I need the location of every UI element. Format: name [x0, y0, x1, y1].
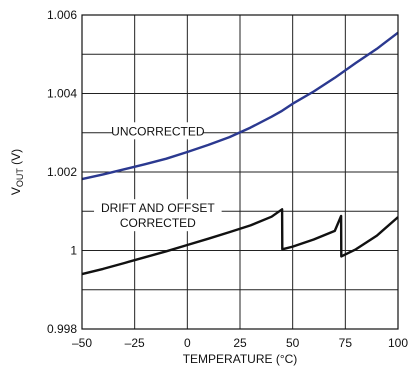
y-axis-label: VOUT (V) [9, 149, 25, 195]
series-annotation-corrected: CORRECTED [120, 216, 196, 230]
series-line-corrected [81, 208, 399, 276]
x-tick-label: 25 [233, 336, 247, 350]
x-tick-label: –50 [72, 336, 92, 350]
x-tick-labels: –50 –25 0 25 50 75 100 [72, 336, 408, 350]
x-tick-label: 50 [286, 336, 300, 350]
series-annotation-corrected: DRIFT AND OFFSET [101, 201, 215, 215]
y-tick-label: 1.006 [47, 8, 77, 22]
x-axis-label: TEMPERATURE (°C) [183, 352, 298, 366]
grid-lines [82, 15, 398, 329]
y-axis-label-main: V [9, 187, 23, 195]
x-tick-label: 0 [184, 336, 191, 350]
x-tick-label: 75 [339, 336, 353, 350]
plot-frame [81, 14, 399, 330]
y-tick-labels: 0.998 1 1.002 1.004 1.006 [47, 8, 77, 336]
y-tick-label: 1.002 [47, 165, 77, 179]
x-tick-label: –25 [125, 336, 145, 350]
annotation-background [94, 199, 222, 232]
y-axis-label-subscript: OUT [15, 168, 25, 188]
y-tick-label: 1.004 [47, 87, 77, 101]
series-line-uncorrected [81, 31, 399, 181]
series-lines [81, 31, 399, 276]
y-tick-label: 1 [70, 244, 77, 258]
y-axis-label-unit: (V) [9, 149, 23, 168]
x-tick-label: 100 [388, 336, 408, 350]
series-annotation-uncorrected: UNCORRECTED [111, 124, 205, 138]
annotation-background [113, 122, 203, 140]
y-tick-label: 0.998 [47, 322, 77, 336]
